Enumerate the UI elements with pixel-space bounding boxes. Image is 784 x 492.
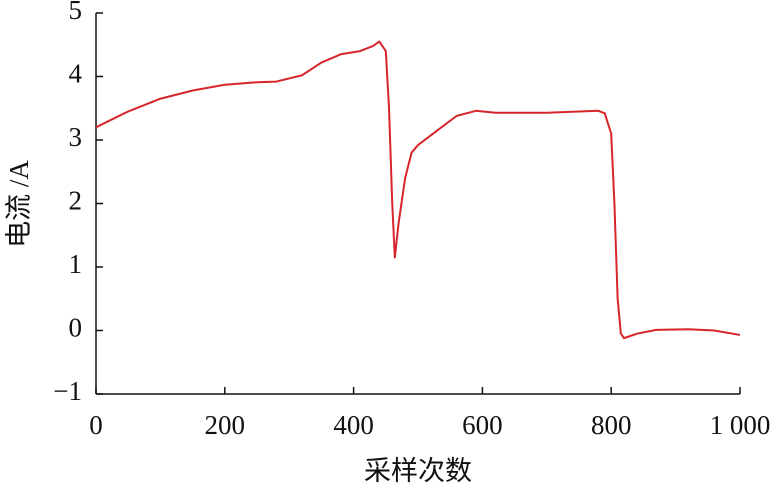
x-tick-label: 600 — [462, 410, 503, 440]
y-tick-label: −1 — [53, 376, 82, 406]
x-tick-label: 0 — [89, 410, 103, 440]
y-tick-label: 2 — [69, 186, 83, 216]
x-tick-label: 1 000 — [710, 410, 771, 440]
x-tick-label: 200 — [205, 410, 246, 440]
x-tick-label: 400 — [333, 410, 374, 440]
x-tick-label: 800 — [591, 410, 632, 440]
data-line — [95, 40, 741, 340]
y-axis-label: 电流 /A — [4, 160, 34, 248]
x-axis-label: 采样次数 — [364, 456, 472, 486]
y-tick-label: 0 — [69, 313, 83, 343]
y-tick-label: 4 — [69, 59, 83, 89]
y-tick-label: 5 — [69, 0, 83, 25]
y-tick-label: 3 — [69, 122, 83, 152]
y-tick-label: 1 — [69, 249, 83, 279]
